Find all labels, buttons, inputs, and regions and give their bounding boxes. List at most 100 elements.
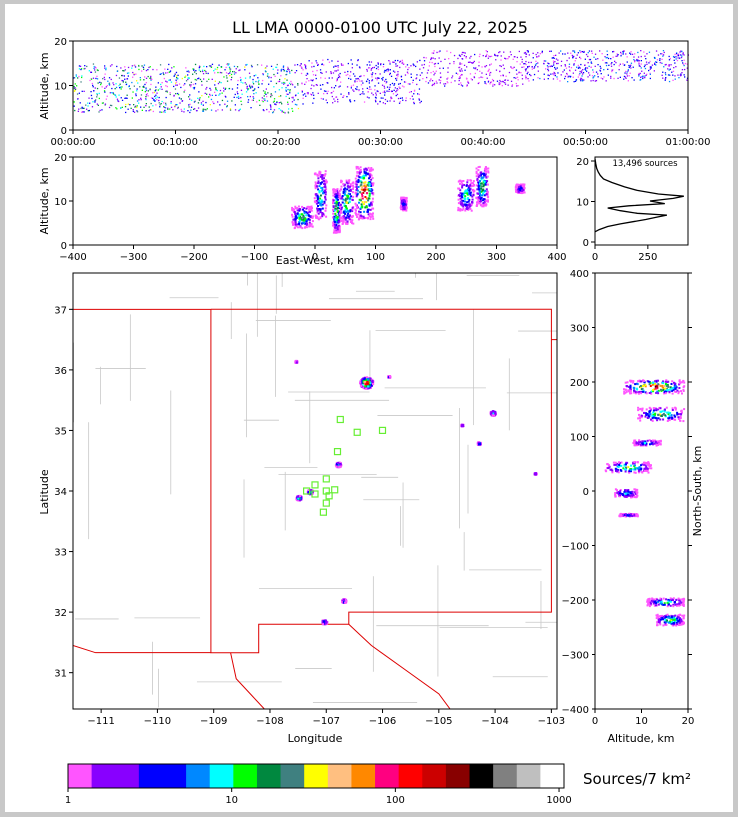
p1-source-point <box>437 62 439 65</box>
p1-source-point <box>134 64 136 66</box>
p5-source-point <box>649 385 652 387</box>
p2-source-point <box>362 215 365 218</box>
p1-source-point <box>419 79 421 81</box>
p1-source-point <box>467 82 470 84</box>
p1-source-point <box>96 78 99 80</box>
p5-source-point <box>645 414 648 416</box>
p1-source-point <box>625 77 627 79</box>
p1-source-point <box>489 83 491 85</box>
p1-source-point <box>397 73 399 75</box>
p1-source-point <box>135 73 137 75</box>
p1-source-point <box>511 84 514 86</box>
p1-source-point <box>682 52 684 54</box>
p2-source-point <box>515 190 517 193</box>
p5-source-point <box>637 443 640 446</box>
p2-source-point <box>361 175 364 178</box>
p1-source-point <box>356 64 358 66</box>
p1-source-point <box>427 82 430 84</box>
p2-source-point <box>369 176 371 178</box>
p1-source-point <box>302 103 304 105</box>
p1-source-point <box>600 77 602 79</box>
p5-source-point <box>632 442 635 444</box>
p5-source-point <box>677 390 680 393</box>
p1-source-point <box>203 78 205 80</box>
p1-source-point <box>283 81 285 84</box>
p1-source-point <box>387 69 390 71</box>
p1-source-point <box>272 101 275 103</box>
p1-source-point <box>188 96 190 98</box>
p2-source-point <box>480 196 483 199</box>
p2-source-point <box>341 222 344 225</box>
p1-source-point <box>190 106 193 108</box>
p1-source-point <box>198 98 201 100</box>
p2-source-point <box>469 184 472 187</box>
p1-source-point <box>233 96 235 98</box>
p2-source-point <box>519 183 522 186</box>
p1-xtick: 00:20:00 <box>256 137 301 148</box>
p2-source-point <box>358 171 361 174</box>
p1-source-point <box>363 93 365 95</box>
p5-source-point <box>665 406 668 409</box>
p1-source-point <box>139 77 141 79</box>
p1-source-point <box>308 60 310 62</box>
p1-source-point <box>484 81 486 83</box>
p5-source-point <box>678 380 681 383</box>
p2-source-point <box>341 206 343 209</box>
p5-source-point <box>622 467 625 470</box>
p1-source-point <box>638 74 640 76</box>
p5-source-point <box>610 468 613 471</box>
p2-source-point <box>303 211 306 214</box>
p1-source-point <box>354 81 356 83</box>
p5-source-point <box>658 442 661 445</box>
p1-source-point <box>187 110 189 112</box>
p1-source-point <box>649 77 651 80</box>
p1-source-point <box>193 108 195 110</box>
p1-source-point <box>141 65 143 67</box>
p5-source-point <box>651 389 654 392</box>
p1-source-point <box>294 86 296 88</box>
p1-source-point <box>447 77 449 79</box>
p1-source-point <box>541 51 543 54</box>
p1-source-point <box>543 60 545 62</box>
p1-source-point <box>385 70 387 72</box>
p1-source-point <box>554 74 556 77</box>
p2-xtick: −200 <box>180 252 207 263</box>
p4-source-point <box>310 489 313 492</box>
p1-source-point <box>136 88 138 90</box>
p1-source-point <box>619 76 621 78</box>
p2-source-point <box>368 182 371 185</box>
p2-source-point <box>466 192 469 195</box>
p2-source-point <box>370 178 373 181</box>
p1-source-point <box>552 60 555 62</box>
p2-source-point <box>363 203 365 206</box>
p2-source-point <box>467 188 469 191</box>
p1-source-point <box>281 110 283 112</box>
p1-source-point <box>262 79 264 82</box>
p1-source-point <box>392 93 395 95</box>
p1-source-point <box>127 75 129 77</box>
p1-source-point <box>584 64 586 66</box>
p5-source-point <box>678 604 681 607</box>
p4-source-point <box>323 620 326 623</box>
p2-source-point <box>316 208 319 211</box>
p1-ytick: 20 <box>54 37 67 48</box>
p1-source-point <box>294 72 296 74</box>
p2-source-point <box>349 209 352 212</box>
p1-source-point <box>172 109 174 111</box>
p1-source-point <box>97 69 99 72</box>
p2-source-point <box>323 174 326 177</box>
p1-source-point <box>574 51 576 54</box>
p5-source-point <box>614 463 617 466</box>
p1-source-point <box>327 58 329 61</box>
p1-source-point <box>150 77 152 79</box>
p5-source-point <box>677 392 680 395</box>
p1-source-point <box>537 56 539 58</box>
p2-source-point <box>342 220 345 223</box>
p1-source-point <box>477 82 479 85</box>
p1-source-point <box>485 55 487 58</box>
p1-source-point <box>513 77 515 79</box>
p5-source-point <box>650 392 653 395</box>
p1-source-point <box>431 61 433 64</box>
p2-ytick: 10 <box>54 197 67 208</box>
p2-source-point <box>319 175 322 178</box>
